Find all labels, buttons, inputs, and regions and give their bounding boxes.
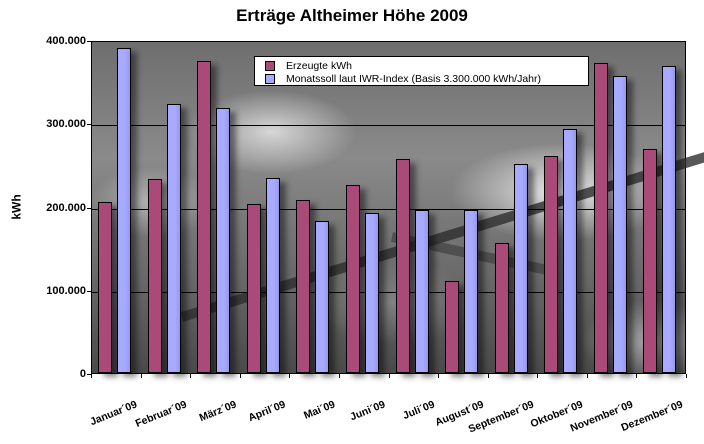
x-tick-label: März´09 <box>197 398 238 425</box>
bar-monatssoll <box>166 104 181 373</box>
x-tick-mark <box>537 374 539 378</box>
x-tick-mark <box>686 374 687 378</box>
x-tick-mark <box>239 374 241 378</box>
legend: Erzeugte kWh Monatssoll laut IWR-Index (… <box>254 56 589 86</box>
y-tick-label: 100.000 <box>46 284 86 297</box>
bar-erzeugte <box>593 63 608 373</box>
bar-monatssoll <box>315 220 330 373</box>
y-tick-label: 200.000 <box>46 201 86 214</box>
y-tick-mark <box>87 374 91 375</box>
y-tick-mark <box>87 207 91 209</box>
x-tick-mark <box>190 374 192 378</box>
bar-monatssoll <box>216 108 231 373</box>
x-tick-label: April´09 <box>246 398 288 425</box>
y-tick-label: 300.000 <box>46 118 86 131</box>
bar-erzeugte <box>147 179 162 373</box>
x-tick-mark <box>338 374 340 378</box>
bar-monatssoll <box>117 48 131 373</box>
gridline <box>92 125 685 127</box>
legend-label-monatssoll: Monatssoll laut IWR-Index (Basis 3.300.0… <box>286 72 542 85</box>
bar-monatssoll <box>464 209 479 373</box>
y-axis-label: kWh <box>9 194 24 220</box>
y-tick-mark <box>87 41 91 42</box>
x-tick-mark <box>91 374 92 378</box>
x-tick-label: Juni´09 <box>348 398 387 424</box>
y-tick-mark <box>87 124 91 126</box>
bar-erzeugte <box>445 281 460 373</box>
x-tick-mark <box>289 374 291 378</box>
bar-erzeugte <box>643 149 658 373</box>
bar-monatssoll <box>364 213 379 373</box>
legend-swatch-erzeugte <box>265 60 275 71</box>
gridline <box>92 291 685 293</box>
bar-monatssoll <box>662 65 677 373</box>
legend-item-erzeugte: Erzeugte kWh <box>265 59 352 72</box>
x-tick-mark <box>438 374 440 378</box>
y-tick-label: 400.000 <box>46 35 86 47</box>
x-tick-mark <box>586 374 588 378</box>
plot-area <box>91 41 704 374</box>
bar-erzeugte <box>494 243 509 373</box>
bar-monatssoll <box>612 75 627 373</box>
x-tick-label: Juli´09 <box>401 398 437 423</box>
bar-erzeugte <box>395 159 410 373</box>
bar-erzeugte <box>345 184 360 373</box>
bar-monatssoll <box>414 209 429 373</box>
chart-title: Erträge Altheimer Höhe 2009 <box>236 6 468 25</box>
bar-erzeugte <box>544 155 559 373</box>
bar-erzeugte <box>98 202 112 373</box>
legend-swatch-monatssoll <box>265 73 275 84</box>
bar-erzeugte <box>197 60 212 373</box>
bar-monatssoll <box>513 164 528 373</box>
x-tick-mark <box>140 374 142 378</box>
legend-label-erzeugte: Erzeugte kWh <box>286 59 352 72</box>
x-tick-label: Januar´09 <box>88 398 139 429</box>
bar-erzeugte <box>296 199 311 373</box>
x-tick-mark <box>487 374 489 378</box>
bar-erzeugte <box>246 204 261 373</box>
legend-item-monatssoll: Monatssoll laut IWR-Index (Basis 3.300.0… <box>265 72 541 85</box>
x-tick-mark <box>388 374 390 378</box>
x-tick-label: Mai´09 <box>302 398 338 422</box>
y-tick-label: 0 <box>79 368 86 380</box>
y-tick-mark <box>87 290 91 292</box>
x-tick-label: Februar´09 <box>133 398 189 430</box>
x-tick-mark <box>636 374 638 378</box>
bar-monatssoll <box>563 129 578 373</box>
gridline <box>92 208 685 210</box>
bar-monatssoll <box>265 178 280 373</box>
